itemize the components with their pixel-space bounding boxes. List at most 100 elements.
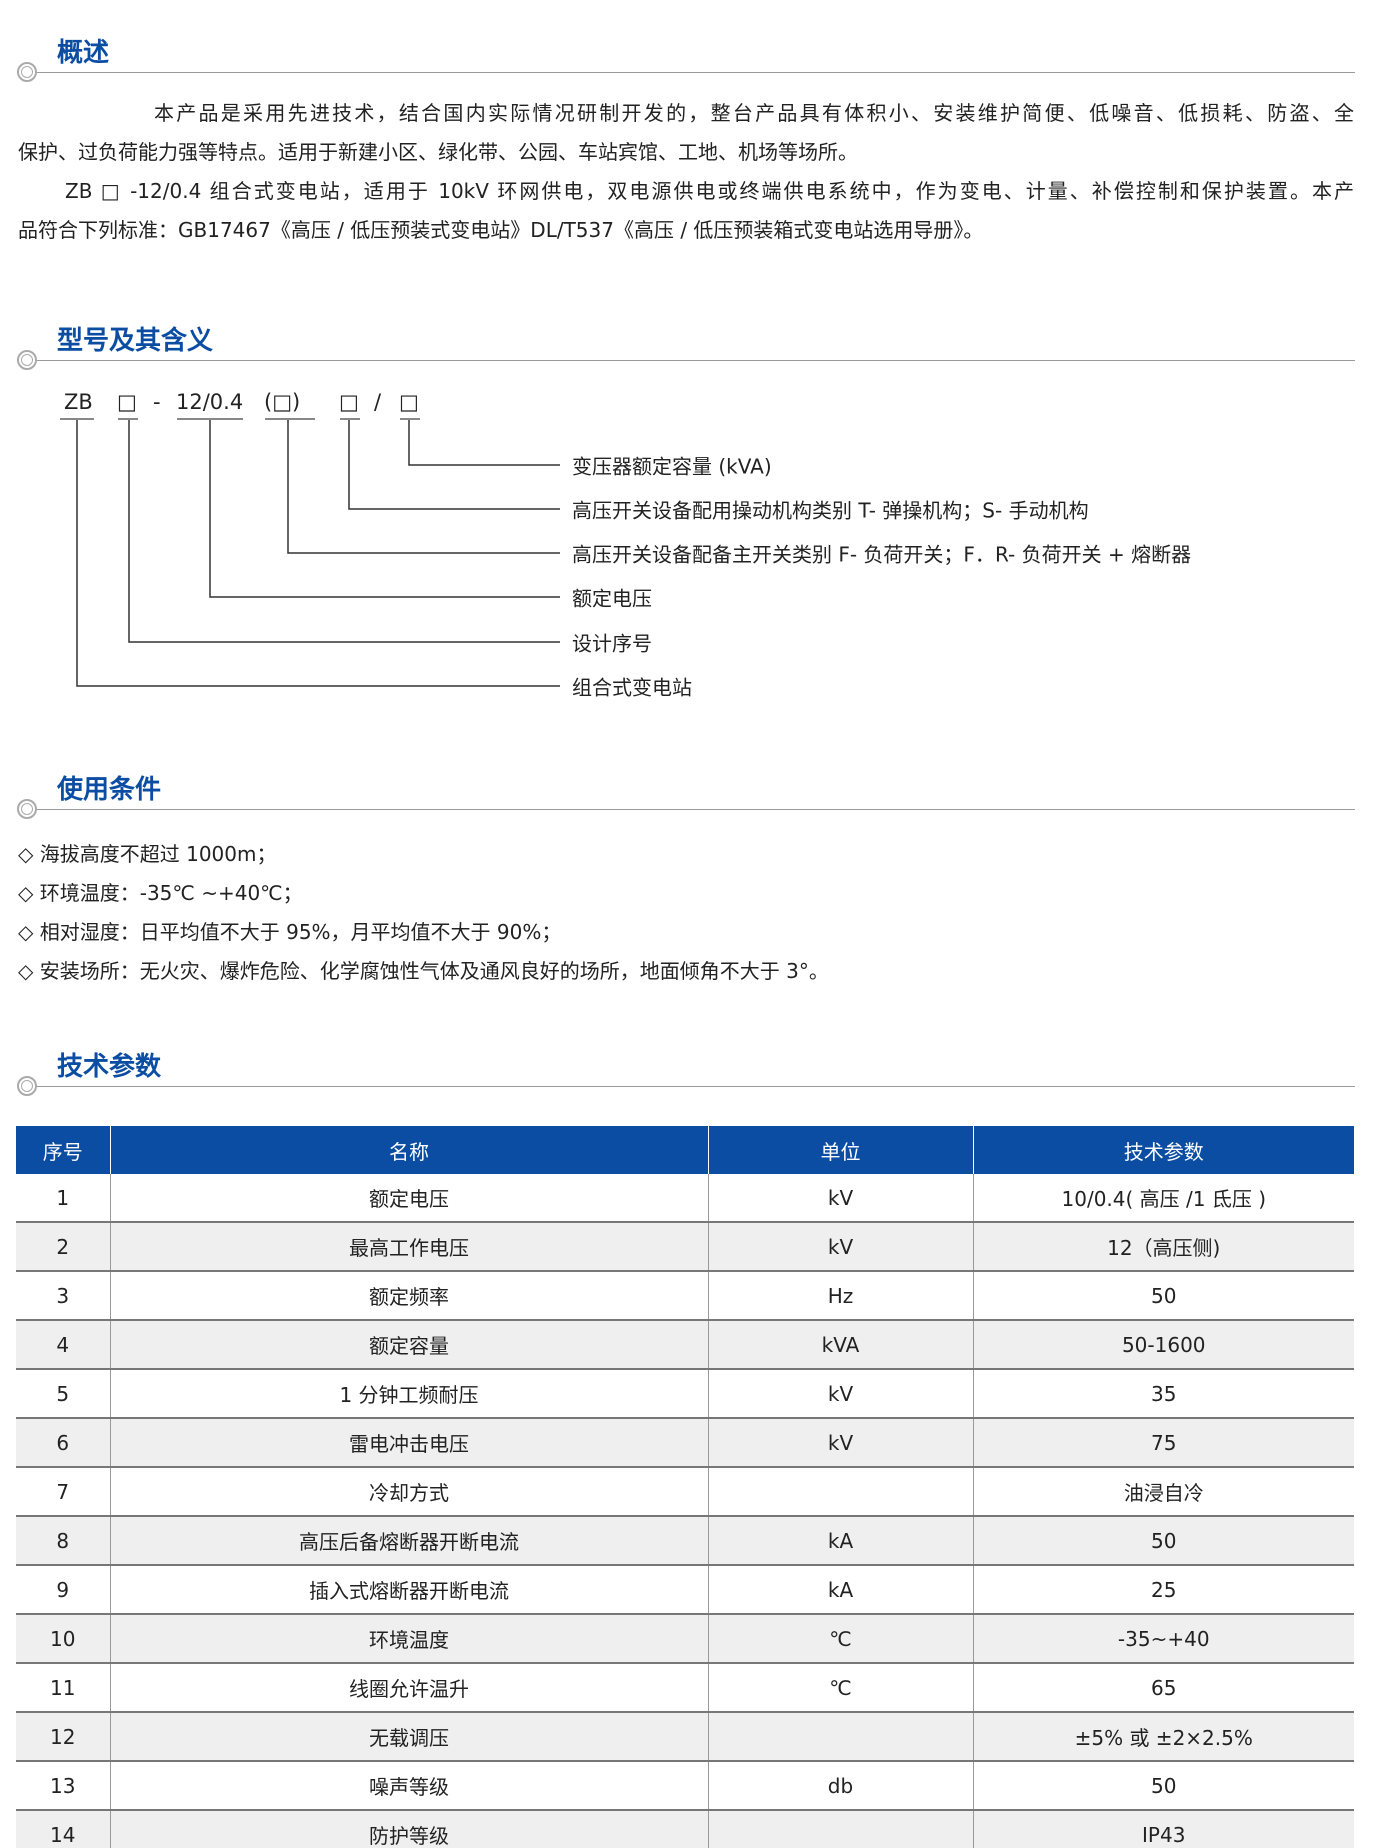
table-row: 4 额定容量 kVA 50-1600 — [16, 1320, 1354, 1370]
code-part: □ — [117, 390, 137, 414]
table-row: 14 防护等级 IP43 — [16, 1810, 1354, 1848]
table-cell: kV — [707, 1222, 973, 1272]
table-row: 8 高压后备熔断器开断电流 kA 50 — [16, 1516, 1354, 1566]
table-cell: 油浸自冷 — [972, 1467, 1354, 1517]
section-title-overview: 概述 — [57, 38, 110, 68]
table-cell: 50 — [972, 1271, 1354, 1321]
table-cell: 1 — [16, 1174, 110, 1223]
table-cell: 25 — [972, 1565, 1354, 1615]
table-cell: 75 — [972, 1418, 1354, 1468]
table-cell: IP43 — [972, 1810, 1354, 1848]
table-cell: 11 — [16, 1663, 110, 1713]
table-cell: 环境温度 — [109, 1614, 708, 1664]
divider — [30, 809, 1355, 810]
table-cell: 5 — [16, 1369, 110, 1419]
model-label: 额定电压 — [572, 586, 652, 611]
table-cell: Hz — [707, 1271, 973, 1321]
table-row: 12 无载调压 ±5% 或 ±2×2.5% — [16, 1712, 1354, 1762]
table-cell: 9 — [16, 1565, 110, 1615]
table-cell: kV — [707, 1174, 973, 1223]
table-cell: 雷电冲击电压 — [109, 1418, 708, 1468]
table-cell: 防护等级 — [109, 1810, 708, 1848]
divider — [30, 1086, 1355, 1087]
table-cell: 10 — [16, 1614, 110, 1664]
section-title-params: 技术参数 — [57, 1052, 162, 1082]
overview-line: 本产品是采用先进技术，结合国内实际情况研制开发的，整台产品具有体积小、安装维护简… — [154, 101, 1354, 125]
table-row: 9 插入式熔断器开断电流 kA 25 — [16, 1565, 1354, 1615]
circle-icon — [17, 1076, 37, 1096]
model-label: 高压开关设备配备主开关类别 F- 负荷开关；F．R- 负荷开关 + 熔断器 — [572, 542, 1192, 567]
divider — [30, 360, 1355, 361]
table-cell: 1 分钟工频耐压 — [109, 1369, 708, 1419]
table-cell: 4 — [16, 1320, 110, 1370]
header-cell: 序号 — [16, 1126, 110, 1174]
table-cell: -35~+40 — [972, 1614, 1354, 1664]
table-row: 1 额定电压 kV 10/0.4( 高压 /1 氐压 ) — [16, 1174, 1354, 1223]
code-underline — [118, 418, 138, 420]
table-cell: 8 — [16, 1516, 110, 1566]
model-label: 变压器额定容量 (kVA) — [572, 454, 772, 479]
table-cell: kV — [707, 1369, 973, 1419]
table-row: 7 冷却方式 油浸自冷 — [16, 1467, 1354, 1517]
table-cell: 线圈允许温升 — [109, 1663, 708, 1713]
overview-line: 品符合下列标准：GB17467《高压 / 低压预装式变电站》DL/T537《高压… — [18, 218, 984, 242]
code-underline — [265, 418, 315, 420]
params-table: 序号 名称 单位 技术参数 1 额定电压 kV 10/0.4( 高压 /1 氐压 ) 2… — [16, 1126, 1354, 1848]
header-cell: 单位 — [707, 1126, 973, 1174]
table-cell — [707, 1712, 973, 1762]
header-cell: 技术参数 — [972, 1126, 1354, 1174]
condition-item: ◇ 安装场所：无火灾、爆炸危险、化学腐蚀性气体及通风良好的场所，地面倾角不大于 … — [18, 959, 829, 983]
code-part: □ — [339, 390, 359, 414]
table-cell: 14 — [16, 1810, 110, 1848]
table-cell — [707, 1467, 973, 1517]
code-part: - — [153, 390, 161, 414]
table-header-row: 序号 名称 单位 技术参数 — [16, 1126, 1354, 1174]
circle-icon — [17, 62, 37, 82]
table-cell: kVA — [707, 1320, 973, 1370]
table-cell: kA — [707, 1516, 973, 1566]
model-label: 设计序号 — [572, 631, 652, 656]
table-cell: 插入式熔断器开断电流 — [109, 1565, 708, 1615]
table-row: 10 环境温度 ℃ -35~+40 — [16, 1614, 1354, 1664]
table-cell: 额定容量 — [109, 1320, 708, 1370]
table-cell: ℃ — [707, 1614, 973, 1664]
code-underline — [177, 418, 243, 420]
table-cell: 额定电压 — [109, 1174, 708, 1223]
table-cell: 额定频率 — [109, 1271, 708, 1321]
table-cell: ±5% 或 ±2×2.5% — [972, 1712, 1354, 1762]
table-cell: kV — [707, 1418, 973, 1468]
table-cell: db — [707, 1761, 973, 1811]
table-cell: 高压后备熔断器开断电流 — [109, 1516, 708, 1566]
code-underline — [340, 418, 360, 420]
table-cell: 最高工作电压 — [109, 1222, 708, 1272]
table-row: 6 雷电冲击电压 kV 75 — [16, 1418, 1354, 1468]
condition-item: ◇ 相对湿度：日平均值不大于 95%，月平均值不大于 90%； — [18, 920, 562, 944]
circle-icon — [17, 350, 37, 370]
overview-line: 保护、过负荷能力强等特点。适用于新建小区、绿化带、公园、车站宾馆、工地、机场等场… — [18, 140, 858, 164]
condition-item: ◇ 环境温度：-35℃ ~+40℃； — [18, 881, 303, 905]
table-cell: 50 — [972, 1516, 1354, 1566]
overview-line: ZB □ -12/0.4 组合式变电站，适用于 10kV 环网供电，双电源供电或… — [65, 179, 1354, 203]
table-cell: kA — [707, 1565, 973, 1615]
divider — [30, 72, 1355, 73]
code-part: ZB — [64, 390, 93, 414]
code-underline — [400, 418, 420, 420]
table-cell: 2 — [16, 1222, 110, 1272]
model-connector-lines — [76, 420, 560, 687]
table-cell: 3 — [16, 1271, 110, 1321]
table-cell: 10/0.4( 高压 /1 氐压 ) — [972, 1174, 1354, 1223]
table-cell: 35 — [972, 1369, 1354, 1419]
code-part: □ — [399, 390, 419, 414]
table-cell: 冷却方式 — [109, 1467, 708, 1517]
section-title-model: 型号及其含义 — [57, 326, 214, 356]
table-cell: 65 — [972, 1663, 1354, 1713]
table-cell: 7 — [16, 1467, 110, 1517]
table-cell: 6 — [16, 1418, 110, 1468]
table-row: 3 额定频率 Hz 50 — [16, 1271, 1354, 1321]
condition-item: ◇ 海拔高度不超过 1000m； — [18, 842, 277, 866]
table-cell: ℃ — [707, 1663, 973, 1713]
table-cell: 13 — [16, 1761, 110, 1811]
table-cell: 12（高压侧) — [972, 1222, 1354, 1272]
model-label: 组合式变电站 — [572, 675, 692, 700]
